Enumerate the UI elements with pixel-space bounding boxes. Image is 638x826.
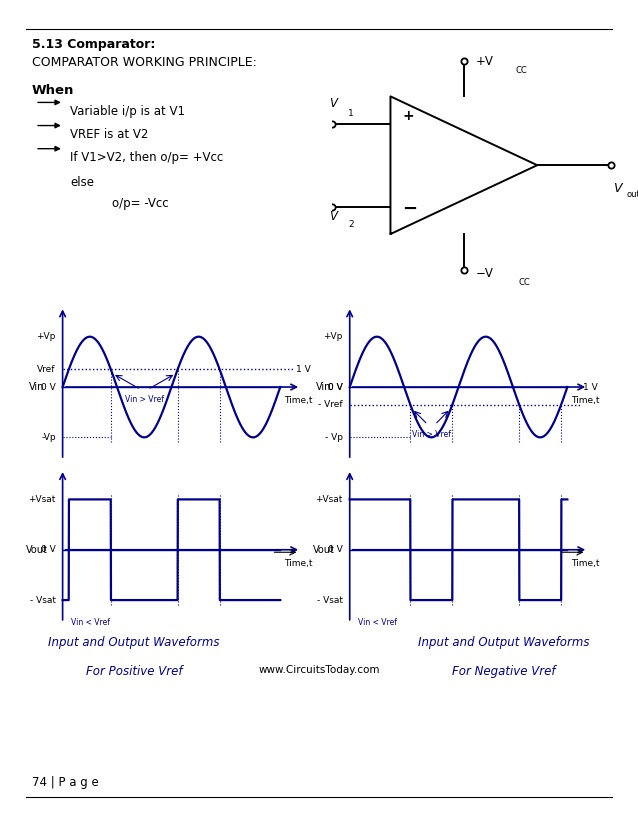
Text: COMPARATOR WORKING PRINCIPLE:: COMPARATOR WORKING PRINCIPLE: xyxy=(32,56,256,69)
Text: 0 V: 0 V xyxy=(328,382,343,392)
Text: -Vp: -Vp xyxy=(41,433,56,442)
Text: o/p= -Vcc: o/p= -Vcc xyxy=(112,197,168,211)
Text: 0 V: 0 V xyxy=(328,382,343,392)
Text: Vout: Vout xyxy=(313,544,335,555)
Text: V: V xyxy=(329,210,337,223)
Text: Vin: Vin xyxy=(29,382,44,392)
Text: Input and Output Waveforms: Input and Output Waveforms xyxy=(48,636,219,649)
Text: Vout: Vout xyxy=(26,544,48,555)
Text: - Vp: - Vp xyxy=(325,433,343,442)
Text: Vref: Vref xyxy=(37,365,56,374)
Text: 0 V: 0 V xyxy=(41,382,56,392)
Text: +Vp: +Vp xyxy=(323,332,343,341)
Text: - Vsat: - Vsat xyxy=(30,596,56,605)
Text: Vin > Vref: Vin > Vref xyxy=(124,395,164,404)
Text: −V: −V xyxy=(475,267,493,280)
Text: - Vref: - Vref xyxy=(318,400,343,409)
Text: www.CircuitsToday.com: www.CircuitsToday.com xyxy=(258,665,380,675)
Text: 2: 2 xyxy=(348,220,353,229)
Text: 0 V: 0 V xyxy=(41,545,56,554)
Text: 1 V: 1 V xyxy=(296,365,311,374)
Text: 1 V: 1 V xyxy=(583,382,598,392)
Text: CC: CC xyxy=(515,66,527,75)
Text: Vin < Vref: Vin < Vref xyxy=(359,618,397,627)
Text: +Vp: +Vp xyxy=(36,332,56,341)
Text: −: − xyxy=(402,200,417,218)
Text: - Vsat: - Vsat xyxy=(317,596,343,605)
Text: +: + xyxy=(402,109,414,122)
Text: +V: +V xyxy=(475,55,493,68)
Text: Time,t: Time,t xyxy=(571,559,599,567)
Text: Time,t: Time,t xyxy=(284,396,312,405)
Text: 0 V: 0 V xyxy=(328,545,343,554)
Text: Input and Output Waveforms: Input and Output Waveforms xyxy=(419,636,590,649)
Text: VREF is at V2: VREF is at V2 xyxy=(70,128,149,141)
Text: When: When xyxy=(32,84,74,97)
Text: If V1>V2, then o/p= +Vcc: If V1>V2, then o/p= +Vcc xyxy=(70,151,223,164)
Text: For Negative Vref: For Negative Vref xyxy=(452,665,556,678)
Text: CC: CC xyxy=(518,278,530,287)
Text: Time,t: Time,t xyxy=(571,396,599,405)
Text: +Vsat: +Vsat xyxy=(315,495,343,504)
Text: 1: 1 xyxy=(348,109,353,118)
Text: Vin > Vref: Vin > Vref xyxy=(412,430,451,439)
Text: else: else xyxy=(70,177,94,189)
Text: Variable i/p is at V1: Variable i/p is at V1 xyxy=(70,105,185,118)
Text: Vin < Vref: Vin < Vref xyxy=(71,618,110,627)
Text: +Vsat: +Vsat xyxy=(28,495,56,504)
Text: Time,t: Time,t xyxy=(284,559,312,567)
Text: V: V xyxy=(329,97,337,110)
Text: out: out xyxy=(627,190,638,199)
Text: For Positive Vref: For Positive Vref xyxy=(85,665,182,678)
Text: Vin: Vin xyxy=(316,382,331,392)
Text: V: V xyxy=(614,182,622,195)
Text: 5.13 Comparator:: 5.13 Comparator: xyxy=(32,38,155,50)
Text: 74 | P a g e: 74 | P a g e xyxy=(32,776,99,790)
